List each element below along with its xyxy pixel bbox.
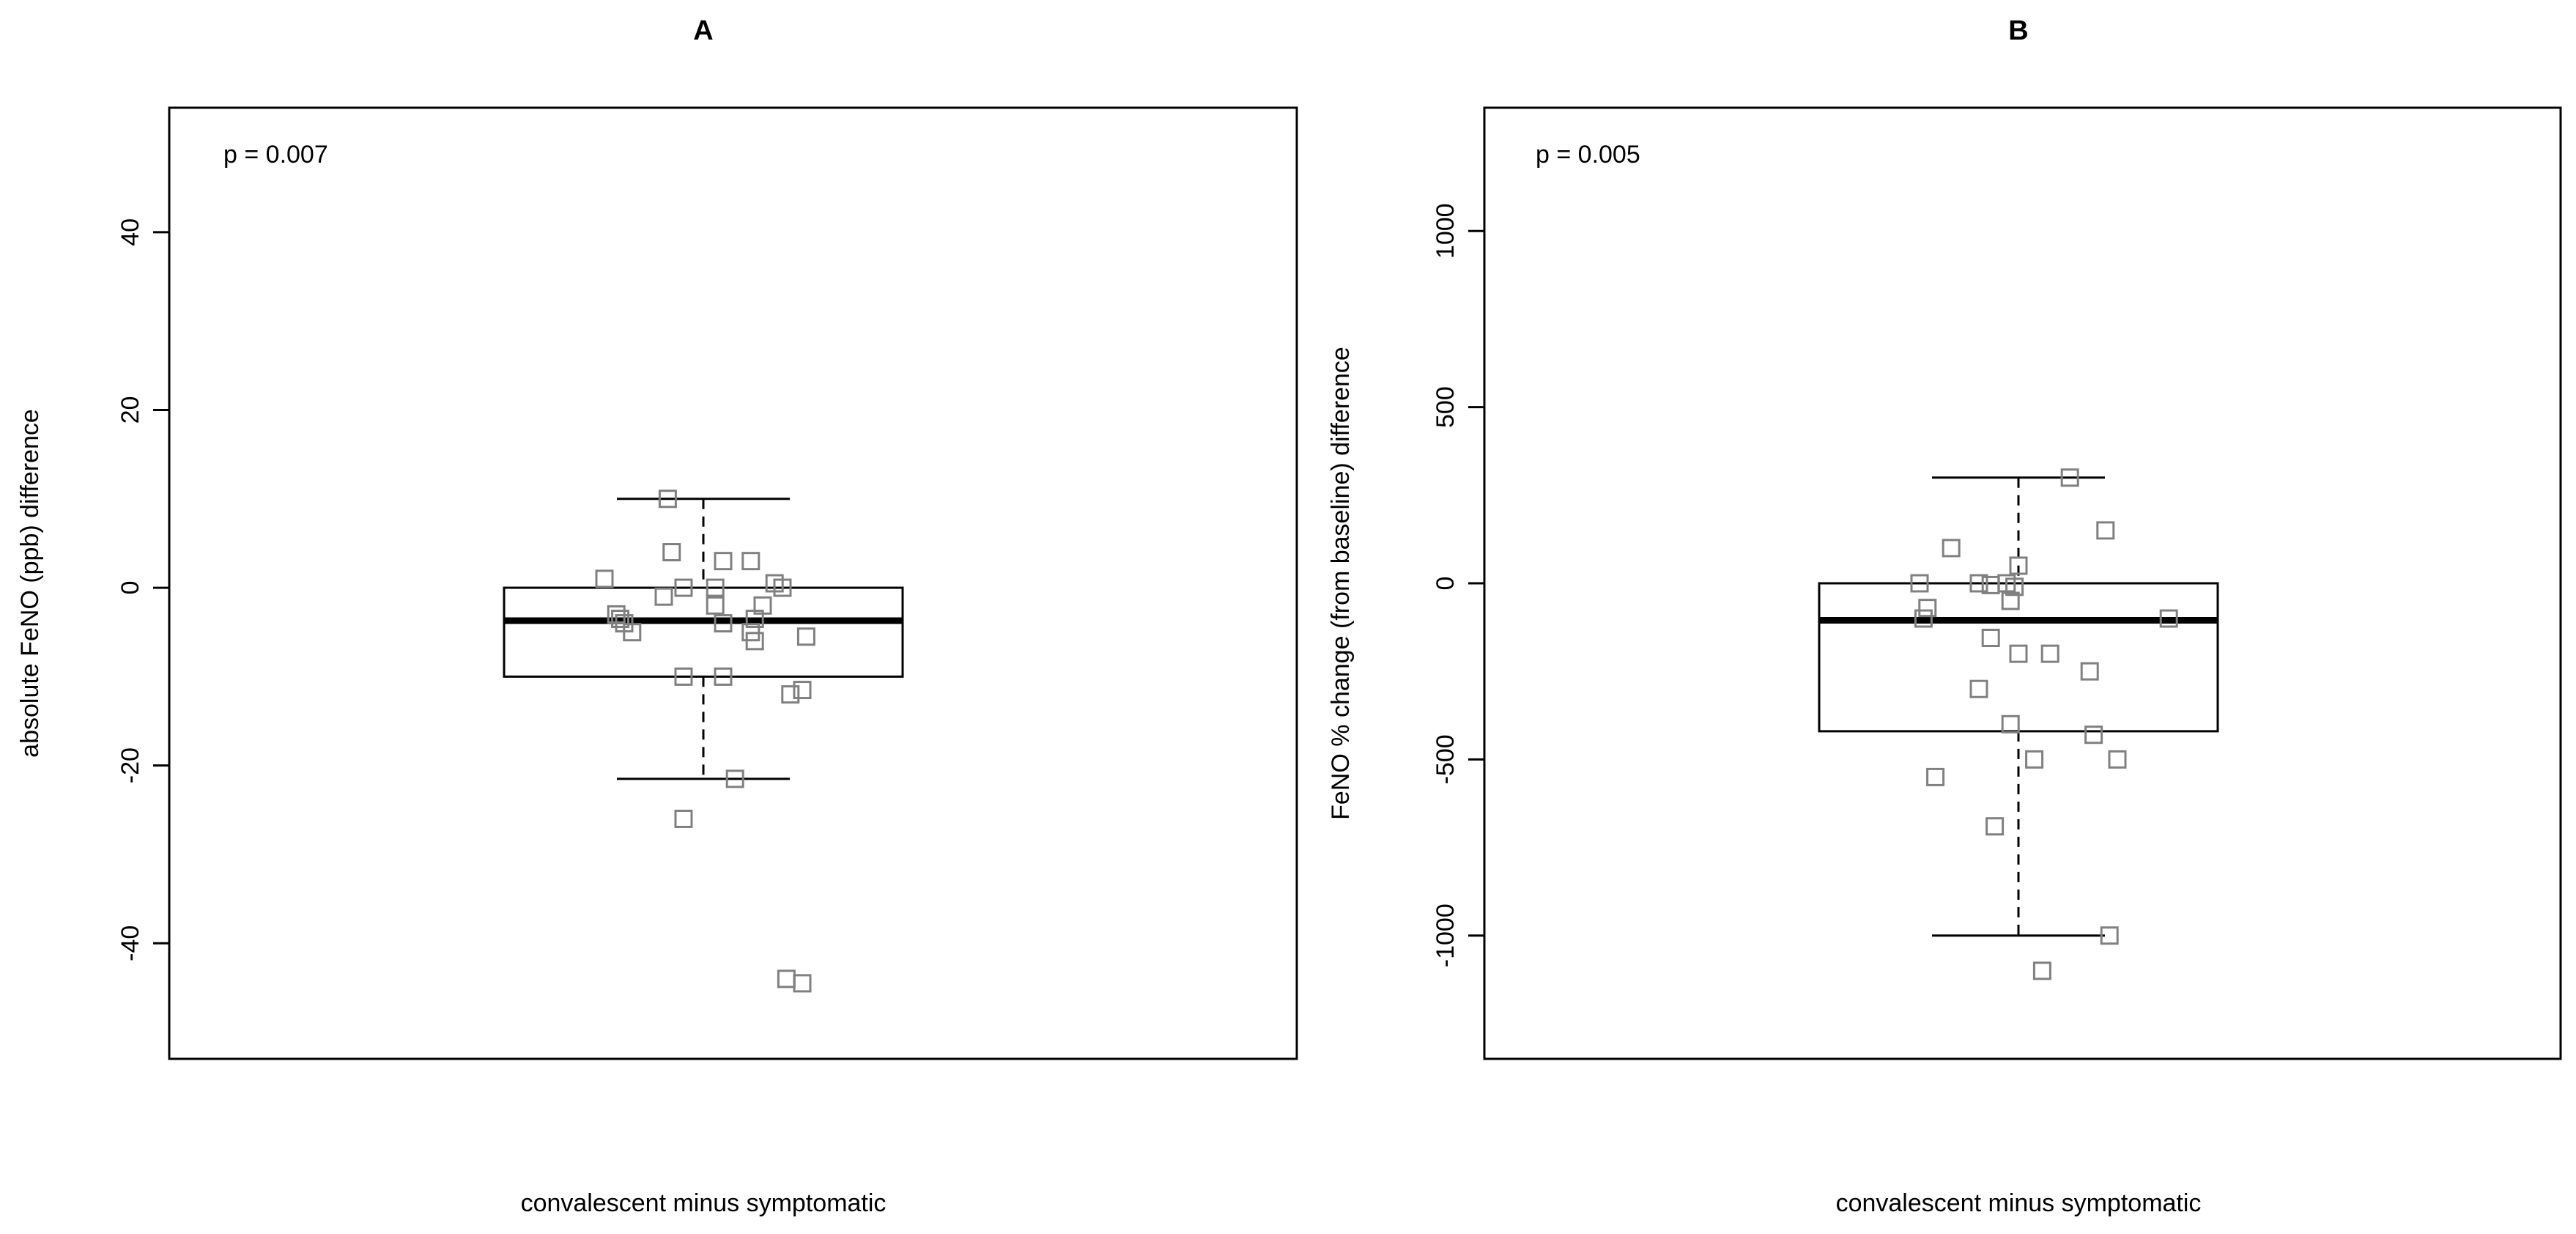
panel-b-data-point	[1985, 817, 2005, 836]
panel-a-y-tick-label: 20	[116, 396, 144, 424]
panel-b-data-point	[1918, 599, 1937, 618]
panel-b-data-point	[1969, 679, 1988, 698]
panel-b-y-tick-label: -500	[1432, 734, 1459, 784]
panel-b-data-point	[1969, 574, 1988, 593]
panel-a-data-point	[793, 974, 812, 993]
panel-b-data-point	[2009, 644, 2028, 663]
panel-a-data-point	[706, 578, 725, 597]
panel-a-data-point	[793, 681, 812, 700]
panel-a: A p = 0.007 absolute FeNO (ppb) differen…	[16, 15, 1298, 1217]
panel-b-data-point	[2040, 644, 2059, 663]
panel-a-iqr-box	[503, 586, 904, 678]
panel-b-y-tick-label: -1000	[1432, 904, 1459, 967]
panel-a-box	[503, 498, 904, 780]
panel-a-data-point	[773, 578, 792, 597]
panel-b-y-tick-label: 500	[1432, 386, 1459, 428]
panel-b-data-point	[2159, 609, 2178, 628]
panel-a-data-point	[714, 667, 733, 686]
panel-a-data-point	[662, 543, 681, 562]
panel-b-data-point	[1942, 539, 1961, 558]
panel-a-points	[595, 489, 815, 993]
panel-b-data-point	[2001, 714, 2020, 734]
panel-a-y-tick-label: -40	[116, 926, 144, 961]
panel-a-data-point	[674, 667, 693, 686]
panel-a-data-point	[781, 685, 800, 704]
panel-b-data-point	[1914, 609, 1933, 628]
panel-a-y-tick-label: -20	[116, 747, 144, 783]
panel-a-data-point	[674, 809, 693, 828]
panel-b-data-point	[2096, 521, 2115, 540]
panel-b-y-tick-label: 0	[1432, 577, 1459, 591]
panel-a-data-point	[725, 769, 744, 788]
panel-b-data-point	[2009, 556, 2028, 575]
panel-a-title: A	[693, 15, 713, 46]
panel-a-y-ticks: 40 20 0 -20 -40	[116, 218, 169, 961]
panel-a-data-point	[745, 610, 764, 629]
panel-a-data-point	[714, 614, 733, 633]
panel-a-data-point	[745, 632, 764, 651]
panel-a-data-point	[706, 596, 725, 615]
panel-b-y-ticks: 1000 500 0 -500 -1000	[1432, 203, 1484, 967]
panel-b-data-point	[1910, 574, 1929, 593]
panel-b-data-point	[2108, 750, 2127, 769]
panel-b-p-value: p = 0.005	[1536, 141, 1640, 169]
panel-a-p-value: p = 0.007	[223, 141, 328, 169]
panel-a-data-point	[674, 578, 693, 597]
panel-a-data-point	[796, 627, 815, 646]
panel-b: B p = 0.005 FeNO % change (from baseline…	[1327, 15, 2562, 1217]
panel-a-data-point	[777, 969, 796, 989]
panel-a-y-tick-label: 40	[116, 218, 144, 246]
panel-b-y-axis-label: FeNO % change (from baseline) difference	[1327, 347, 1355, 820]
panel-b-data-point	[1926, 767, 1945, 786]
panel-b-data-point	[1981, 629, 2000, 648]
panel-b-data-point	[2001, 591, 2020, 610]
panel-a-data-point	[741, 552, 760, 571]
panel-b-title: B	[2008, 15, 2028, 46]
panel-b-data-point	[2060, 468, 2079, 487]
panel-a-data-point	[611, 610, 630, 629]
panel-b-data-point	[2025, 750, 2044, 769]
panel-a-data-point	[658, 489, 677, 509]
panel-b-points	[1910, 468, 2178, 980]
panel-a-y-tick-label: 0	[116, 581, 144, 595]
panel-a-data-point	[595, 569, 614, 588]
panel-b-data-point	[2084, 725, 2103, 745]
panel-b-data-point	[2100, 926, 2119, 945]
panel-a-y-axis-label: absolute FeNO (ppb) difference	[16, 409, 44, 758]
panel-a-data-point	[654, 587, 673, 606]
panel-a-x-axis-label: convalescent minus symptomatic	[521, 1189, 887, 1217]
panel-a-data-point	[714, 552, 733, 571]
panel-b-data-point	[2080, 662, 2099, 681]
panel-b-data-point	[2005, 577, 2024, 596]
panel-a-plot-frame	[168, 106, 1298, 1060]
panel-b-x-axis-label: convalescent minus symptomatic	[1836, 1189, 2202, 1217]
panel-a-data-point	[623, 623, 642, 642]
panel-b-y-tick-label: 1000	[1432, 203, 1459, 259]
panel-b-data-point	[2032, 961, 2051, 980]
panel-b-box	[1818, 476, 2219, 937]
